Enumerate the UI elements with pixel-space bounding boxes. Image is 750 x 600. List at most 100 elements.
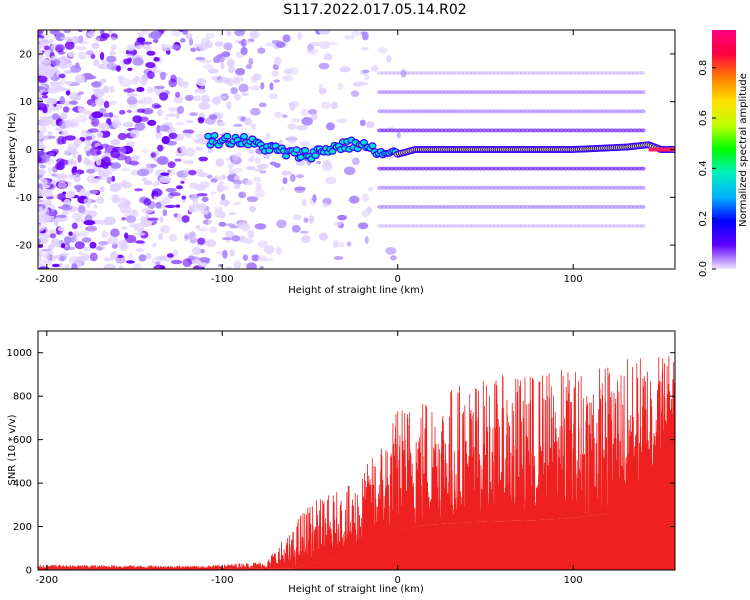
spectrum-blob bbox=[120, 167, 131, 172]
spectrum-blob bbox=[61, 210, 70, 215]
spectrum-blob bbox=[307, 109, 318, 115]
spectrum-blob bbox=[254, 157, 261, 165]
spectrum-blob bbox=[197, 262, 208, 267]
spectrum-blob bbox=[165, 187, 177, 193]
spectrum-blob bbox=[51, 263, 60, 268]
spectrum-blob bbox=[198, 156, 208, 162]
spectrum-blob bbox=[236, 221, 248, 230]
spectrum-blob bbox=[78, 251, 83, 255]
spectrum-blob bbox=[143, 44, 151, 51]
sideband-mark bbox=[597, 71, 604, 75]
spectrum-blob bbox=[322, 162, 333, 172]
sideband-mark bbox=[639, 185, 646, 190]
spectrum-blob bbox=[225, 266, 232, 269]
spectrum-blob bbox=[209, 226, 218, 234]
spectrum-blob bbox=[125, 215, 137, 223]
sideband-mark bbox=[605, 71, 611, 75]
spectrum-blob bbox=[221, 237, 233, 241]
spectrum-blob bbox=[44, 119, 54, 124]
spectrum-blob bbox=[195, 146, 205, 151]
sideband-mark bbox=[462, 224, 469, 228]
spectrum-blob bbox=[91, 117, 100, 127]
spectrum-blob bbox=[185, 32, 193, 40]
spectrum-blob bbox=[90, 43, 100, 47]
spectrum-blob bbox=[153, 38, 159, 44]
sideband-mark bbox=[508, 71, 515, 75]
spectrum-blob bbox=[136, 108, 146, 113]
y-tick-label: 0 bbox=[26, 145, 32, 156]
spectrum-blob bbox=[46, 250, 54, 255]
sideband-mark bbox=[620, 224, 627, 228]
spectrum-blob bbox=[238, 191, 247, 199]
spectrum-blob bbox=[103, 263, 116, 269]
spectrum-blob bbox=[121, 217, 126, 221]
sideband-mark bbox=[639, 224, 646, 228]
sideband-mark bbox=[516, 224, 523, 228]
spectrum-blob bbox=[134, 188, 143, 192]
sideband-mark bbox=[589, 224, 596, 228]
spectrum-blob bbox=[265, 132, 271, 140]
spectrum-blob bbox=[319, 40, 331, 50]
spectrum-blob bbox=[95, 246, 103, 251]
spectrum-blob bbox=[207, 219, 213, 225]
spectrum-blob bbox=[38, 43, 41, 50]
spectrum-blob bbox=[337, 241, 345, 248]
sideband-mark bbox=[435, 71, 442, 75]
spectrum-blob bbox=[151, 69, 161, 73]
spectrum-blob bbox=[216, 121, 226, 126]
spectrum-blob bbox=[110, 162, 121, 169]
spectrum-blob bbox=[385, 247, 397, 255]
spectrum-blob bbox=[132, 115, 143, 123]
spectrum-blob bbox=[300, 108, 308, 117]
spectrum-blob bbox=[59, 36, 72, 40]
sideband-mark bbox=[639, 71, 646, 75]
spectrum-blob bbox=[69, 100, 79, 105]
spectrum-blob bbox=[57, 177, 67, 183]
spectrum-blob bbox=[367, 187, 374, 192]
spectrum-blob bbox=[100, 30, 105, 36]
x-tick-label: 100 bbox=[564, 274, 583, 285]
spectrum-blob bbox=[45, 97, 57, 105]
spectrum-blob bbox=[80, 41, 90, 45]
spectrum-blob bbox=[249, 85, 262, 91]
spectrum-blob bbox=[258, 102, 267, 108]
spectrum-blob bbox=[43, 59, 50, 64]
spectrum-blob bbox=[103, 112, 111, 118]
spectrum-blob bbox=[289, 173, 296, 183]
spectrum-blob bbox=[364, 73, 370, 81]
spectrogram-marks bbox=[38, 30, 675, 269]
sideband-mark bbox=[411, 71, 418, 75]
spectrum-blob bbox=[175, 91, 181, 98]
sideband-mark bbox=[562, 71, 569, 75]
sideband-mark bbox=[639, 109, 646, 114]
spectrum-blob bbox=[168, 233, 178, 242]
spectrum-blob bbox=[204, 258, 210, 264]
sideband-mark bbox=[608, 71, 615, 75]
spectrum-blob bbox=[93, 154, 98, 162]
spectrum-blob bbox=[233, 183, 241, 189]
colorbar-tick-label: 0.4 bbox=[698, 160, 709, 176]
spectrum-blob bbox=[348, 195, 360, 204]
spectrum-blob bbox=[195, 56, 206, 61]
spectrum-blob bbox=[81, 129, 87, 139]
spectrum-blob bbox=[274, 111, 283, 119]
spectrum-blob bbox=[40, 38, 50, 48]
spectrum-blob bbox=[147, 119, 157, 126]
spectrum-blob bbox=[54, 85, 65, 91]
spectrum-blob bbox=[193, 95, 202, 102]
spectrum-blob bbox=[82, 246, 91, 252]
spectrum-blob bbox=[39, 89, 50, 93]
spectrum-blob bbox=[161, 44, 173, 51]
spectrum-blob bbox=[45, 211, 53, 216]
sideband-mark bbox=[520, 224, 526, 228]
spectrum-blob bbox=[56, 162, 65, 171]
spectrum-blob bbox=[257, 163, 269, 170]
y-tick-label: 200 bbox=[13, 522, 32, 533]
spectrum-blob bbox=[94, 97, 105, 106]
spectrum-blob bbox=[62, 204, 71, 209]
sideband-mark bbox=[450, 71, 457, 75]
spectrum-blob bbox=[318, 30, 331, 35]
spectrum-blob bbox=[59, 112, 68, 120]
sideband-mark bbox=[639, 166, 646, 171]
sideband-mark bbox=[419, 224, 426, 228]
